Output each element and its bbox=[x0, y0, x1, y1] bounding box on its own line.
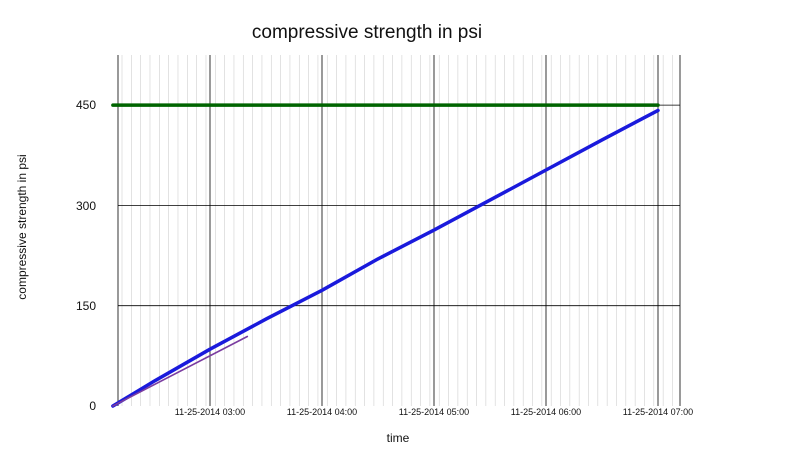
strength-series-line bbox=[111, 108, 660, 408]
y-tick-label: 300 bbox=[76, 199, 96, 213]
tick-layer: 0 150 300 450 11-25-2014 03:00 11-25-201… bbox=[76, 98, 693, 417]
y-tick-label: 0 bbox=[89, 399, 96, 413]
y-axis-label: compressive strength in psi bbox=[15, 154, 29, 299]
x-tick-label: 11-25-2014 05:00 bbox=[399, 407, 469, 417]
chart-title: compressive strength in psi bbox=[252, 22, 482, 43]
early-series-line bbox=[112, 335, 249, 407]
y-tick-label: 150 bbox=[76, 299, 96, 313]
x-tick-label: 11-25-2014 03:00 bbox=[175, 407, 245, 417]
x-axis-label: time bbox=[387, 431, 410, 445]
y-tick-label: 450 bbox=[76, 98, 96, 112]
series-layer bbox=[111, 103, 660, 408]
x-tick-label: 11-25-2014 06:00 bbox=[511, 407, 581, 417]
x-tick-label: 11-25-2014 07:00 bbox=[623, 407, 693, 417]
x-tick-label: 11-25-2014 04:00 bbox=[287, 407, 357, 417]
